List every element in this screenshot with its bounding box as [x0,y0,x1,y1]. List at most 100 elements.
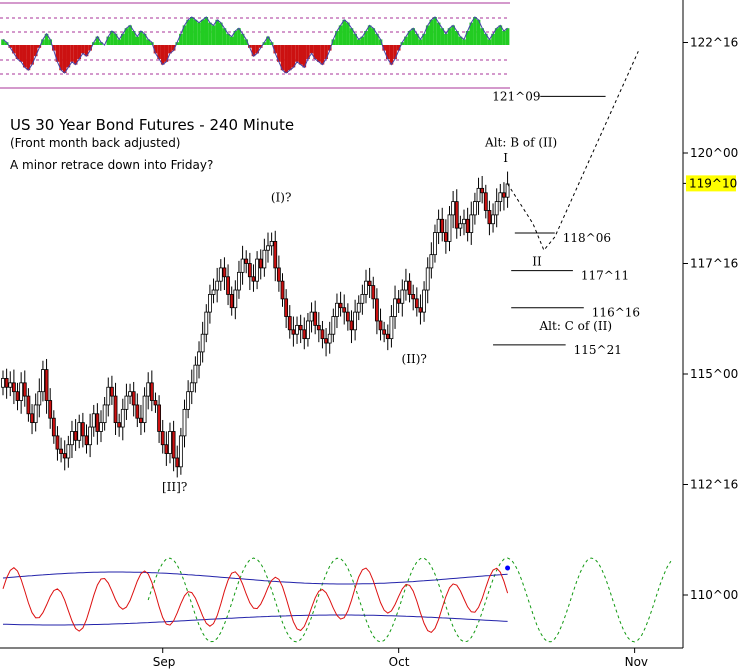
candle-body [160,431,165,446]
histogram-bar [251,45,256,57]
histogram-bar [168,45,172,54]
candle-body [258,258,263,269]
candle-body [1,378,5,388]
candle [139,404,143,435]
candle-body [407,280,412,295]
level-label: 116^16 [592,306,640,320]
candle-body [106,386,111,406]
histogram-bar [356,39,361,45]
histogram-bar [331,39,336,45]
histogram-bar [124,28,129,45]
candle-body [168,431,172,454]
candle-body [204,311,209,335]
candle [462,209,466,236]
candle-body [182,408,187,437]
candle-body [189,382,194,393]
candle-body [422,289,426,313]
candle [480,175,485,204]
candle-body [124,395,129,410]
candle-body [11,382,16,393]
histogram-bar [175,42,180,45]
candle-body [33,404,38,424]
histogram-bar [41,39,45,45]
candle [360,284,365,315]
candle [414,287,419,317]
candle [451,191,456,229]
histogram-bar [215,19,219,45]
candle [287,305,292,339]
candle-body [443,232,448,242]
candle [353,299,358,341]
candle-body [55,435,60,450]
x-axis-ticks: Sep Oct Nov [153,648,648,669]
candle-body [276,267,281,282]
histogram-bar [415,33,419,45]
histogram-bar [52,45,56,51]
candle [342,294,347,325]
candle-body [309,311,314,322]
candle-body [84,435,89,446]
oscillator-line [2,16,508,74]
candle [335,293,339,329]
candle [1,370,5,396]
candle-body [269,240,274,247]
candle [295,316,299,344]
candle-body [66,444,71,459]
histogram-bar [469,22,474,45]
candle [135,393,140,428]
candle-body [99,422,103,432]
histogram-bar [306,45,310,59]
candle-body [8,382,13,388]
candle-body [15,391,20,401]
histogram-bar [429,19,434,45]
candle-body [411,294,416,300]
candle-body [291,329,296,335]
candle-body [153,400,158,406]
candle-body [48,400,53,419]
histogram-bar [240,33,245,45]
candle-body [273,240,278,269]
candle [110,375,114,405]
candle [59,437,63,463]
candle [106,377,111,417]
candle [422,281,426,322]
histogram-bar [99,42,103,45]
candle [284,289,289,329]
histogram-bar [447,28,452,45]
candle [367,267,372,298]
histogram-bar [142,33,147,45]
histogram-bar [476,19,481,45]
candle [327,321,332,354]
histogram-bar [30,45,34,65]
candle [226,264,230,306]
candle-body [208,294,212,313]
candle [215,267,220,303]
candle [22,370,27,407]
target-levels: 121^09 118^06 117^11 116^16 115^21 [492,89,640,356]
histogram-bar [62,45,67,73]
histogram-bar [179,33,183,45]
projected-cycle-line [147,557,672,643]
histogram-bar [262,42,267,45]
histogram-bar [131,31,136,45]
candle [178,427,183,475]
candle-body [469,214,474,233]
chart-subtitle: (Front month back adjusted) [10,136,181,150]
histogram-bar [226,33,230,45]
candle-body [284,298,289,317]
histogram-bar [229,36,234,45]
candle-body [26,395,31,415]
histogram-bar [153,45,158,54]
fast-cycle-line [2,567,509,634]
histogram-bar [73,45,78,65]
candle [208,284,212,324]
histogram-bar [189,17,194,45]
candle-body [110,386,114,397]
histogram-bar [338,25,343,45]
last-point-marker [505,565,511,571]
candle-body [91,413,96,428]
candle-body [371,285,376,300]
candle-body [374,298,379,322]
candle [153,392,158,413]
histogram-bar [95,36,100,45]
